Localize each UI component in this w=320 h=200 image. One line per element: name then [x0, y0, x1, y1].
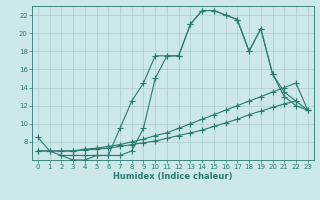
X-axis label: Humidex (Indice chaleur): Humidex (Indice chaleur): [113, 172, 233, 181]
